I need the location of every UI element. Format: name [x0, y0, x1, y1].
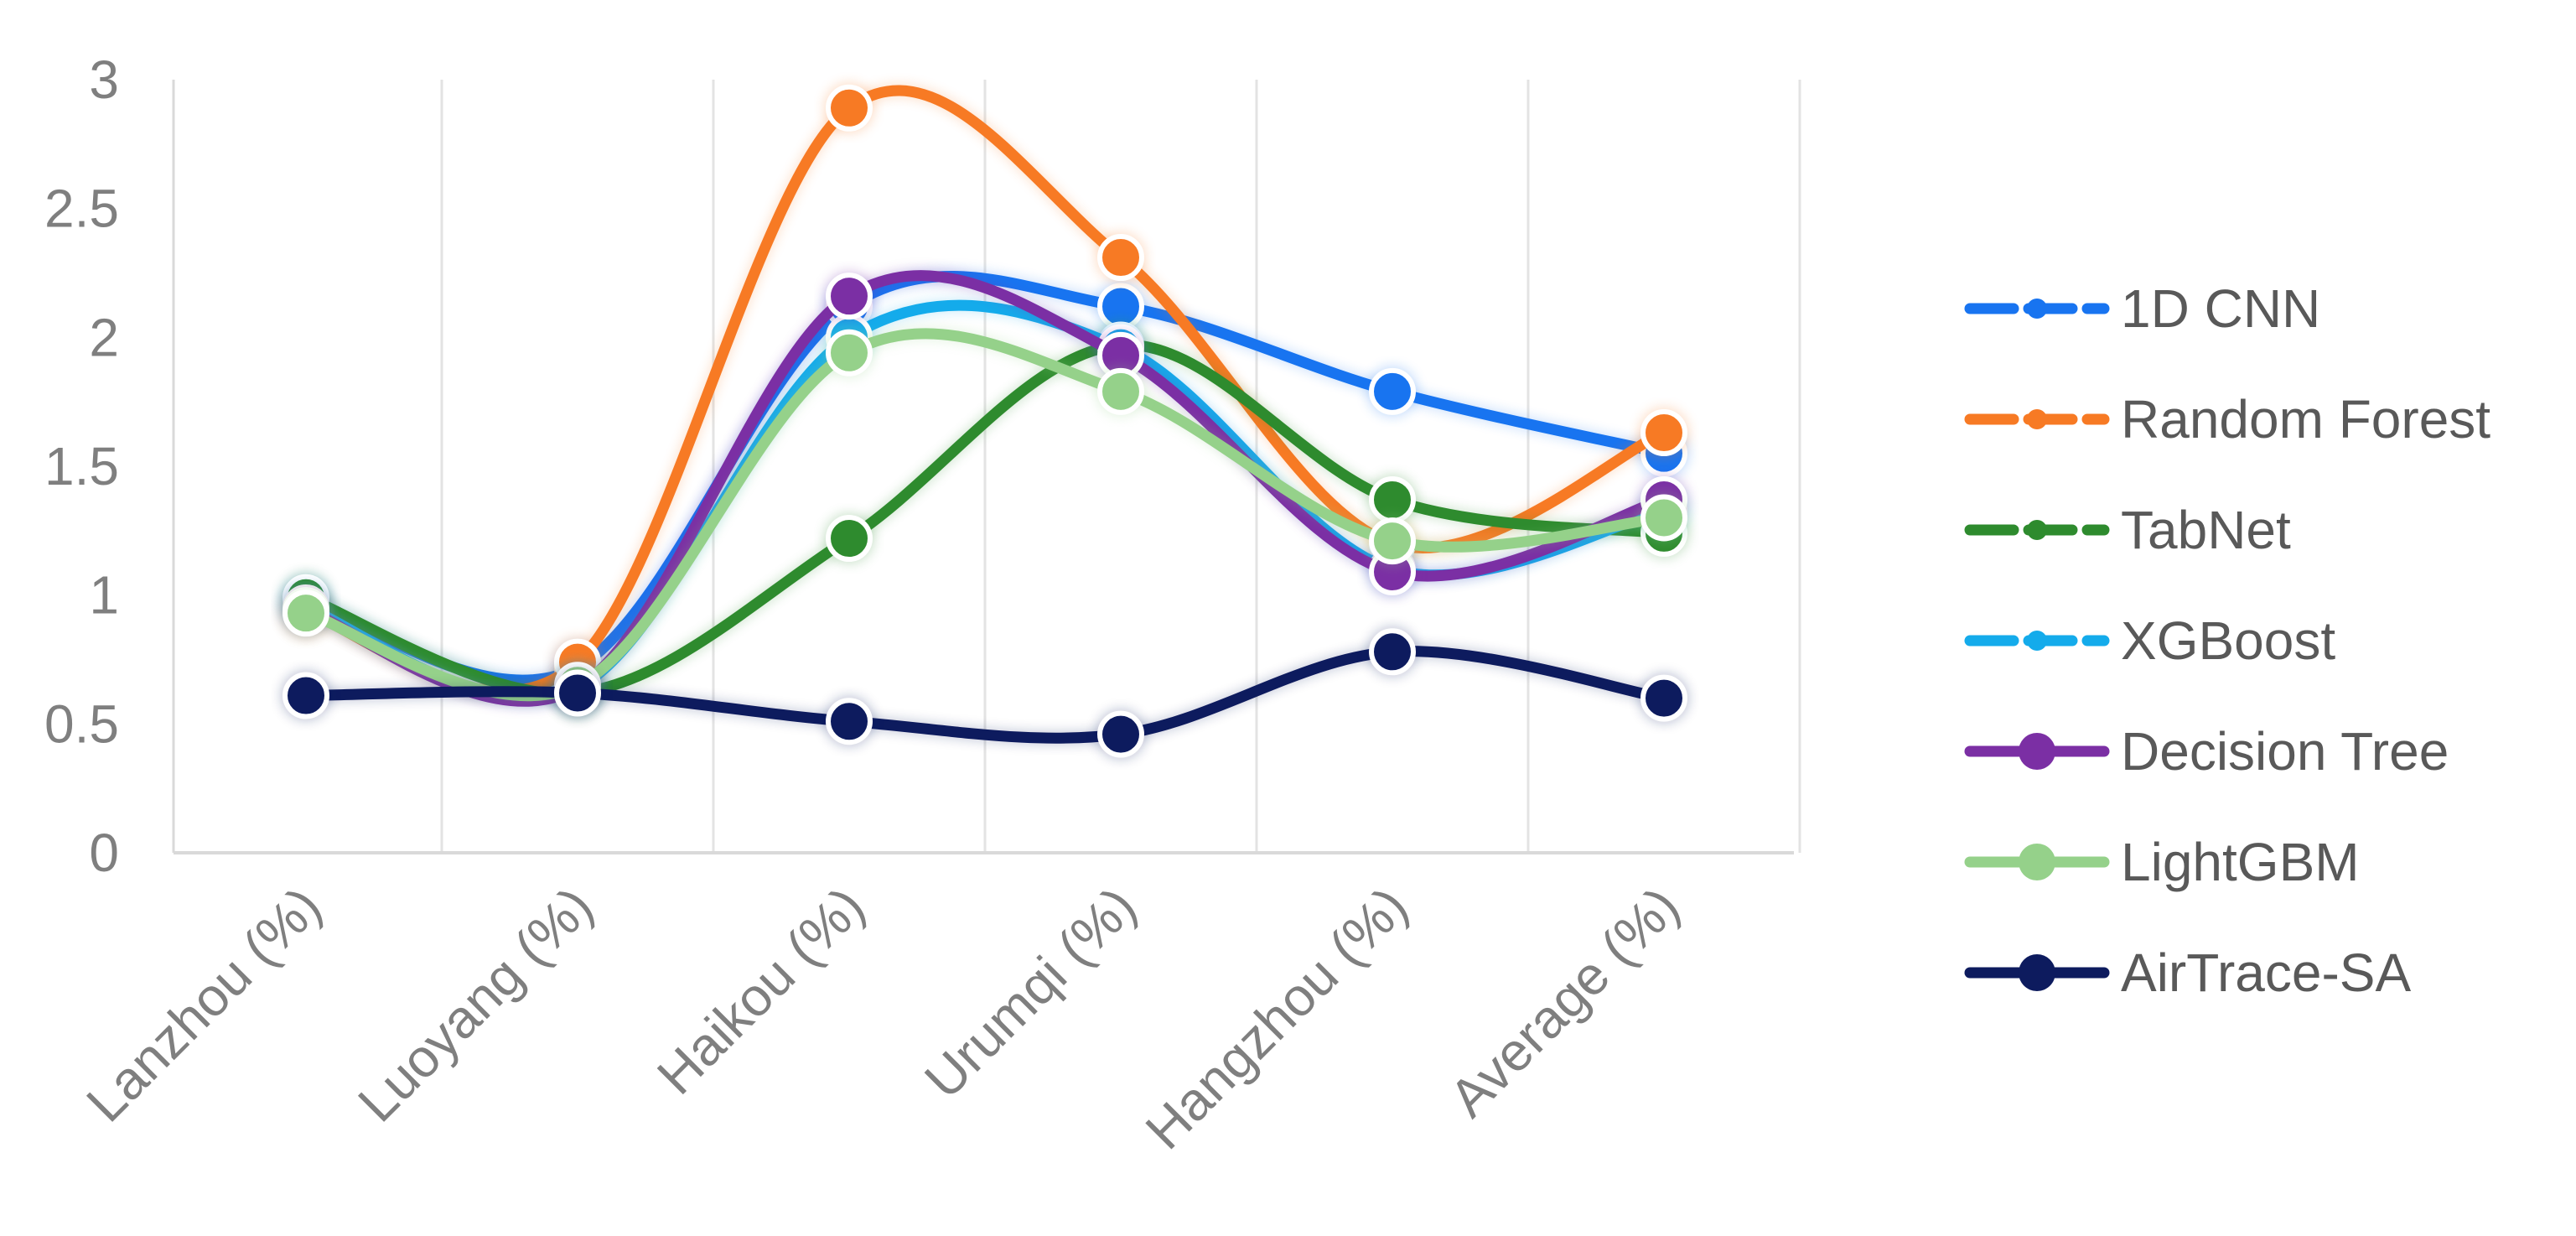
legend-item: AirTrace-SA [1964, 943, 2411, 1003]
x-tick-label: Lanzhou (%) [75, 875, 333, 1134]
legend-label: Random Forest [2121, 389, 2490, 449]
data-point [826, 698, 873, 745]
y-tick-label: 1 [89, 565, 119, 626]
data-point [282, 672, 329, 719]
data-point [826, 329, 873, 377]
legend-swatch-marker [2019, 844, 2055, 880]
legend-item: TabNet [1964, 500, 2291, 560]
data-point [826, 515, 873, 563]
legend-item: XGBoost [1964, 610, 2335, 671]
series-line [300, 646, 1670, 744]
legend-swatch-marker [2019, 733, 2055, 770]
x-tick-label: Haikou (%) [645, 875, 876, 1106]
data-point [826, 84, 873, 132]
data-point [1097, 710, 1144, 758]
y-tick-label: 3 [89, 49, 119, 110]
data-point [282, 589, 329, 637]
legend-label: 1D CNN [2121, 278, 2320, 339]
legend-swatch-marker [2027, 409, 2047, 429]
legend: 1D CNN Random Forest TabNet XGBoost Decision… [1964, 278, 2490, 1003]
x-axis-tick-labels: Lanzhou (%) Luoyang (%) Haikou (%) Urumqi (… [75, 875, 1691, 1161]
legend-swatch-marker [2027, 520, 2047, 540]
y-tick-label: 2.5 [44, 179, 119, 239]
legend-label: Decision Tree [2121, 721, 2449, 782]
data-point [826, 273, 873, 320]
x-tick-label: Luoyang (%) [346, 875, 604, 1134]
y-tick-label: 0.5 [44, 693, 119, 754]
data-point [554, 669, 601, 717]
legend-item: LightGBM [1964, 832, 2360, 892]
data-point [1369, 628, 1416, 676]
y-tick-label: 0 [89, 823, 119, 883]
data-point [1097, 367, 1144, 415]
series-airtrace-sa [281, 626, 1689, 760]
x-tick-label: Average (%) [1438, 875, 1691, 1129]
legend-label: XGBoost [2121, 610, 2335, 671]
y-tick-label: 2 [89, 307, 119, 367]
x-tick-label: Hangzhou (%) [1134, 875, 1419, 1161]
y-axis-tick-labels: 0 0.5 1 1.5 2 2.5 3 [44, 49, 119, 883]
legend-swatch-marker [2027, 299, 2047, 319]
x-tick-label: Urumqi (%) [913, 875, 1148, 1110]
gridlines [172, 80, 1801, 853]
data-point [1369, 517, 1416, 565]
series-lines [281, 82, 1689, 760]
data-point [1640, 674, 1687, 722]
legend-swatch-marker [2027, 631, 2047, 651]
data-point [1369, 475, 1416, 523]
legend-item: Decision Tree [1964, 721, 2449, 782]
legend-label: AirTrace-SA [2121, 943, 2411, 1003]
data-point [1369, 367, 1416, 415]
data-point [1640, 494, 1687, 542]
legend-item: Random Forest [1964, 389, 2490, 449]
legend-label: TabNet [2121, 500, 2291, 560]
y-tick-label: 1.5 [44, 436, 119, 496]
legend-label: LightGBM [2121, 832, 2360, 892]
data-point [1097, 234, 1144, 282]
legend-swatch-marker [2019, 954, 2055, 991]
legend-item: 1D CNN [1964, 278, 2320, 339]
data-point [1640, 409, 1687, 457]
